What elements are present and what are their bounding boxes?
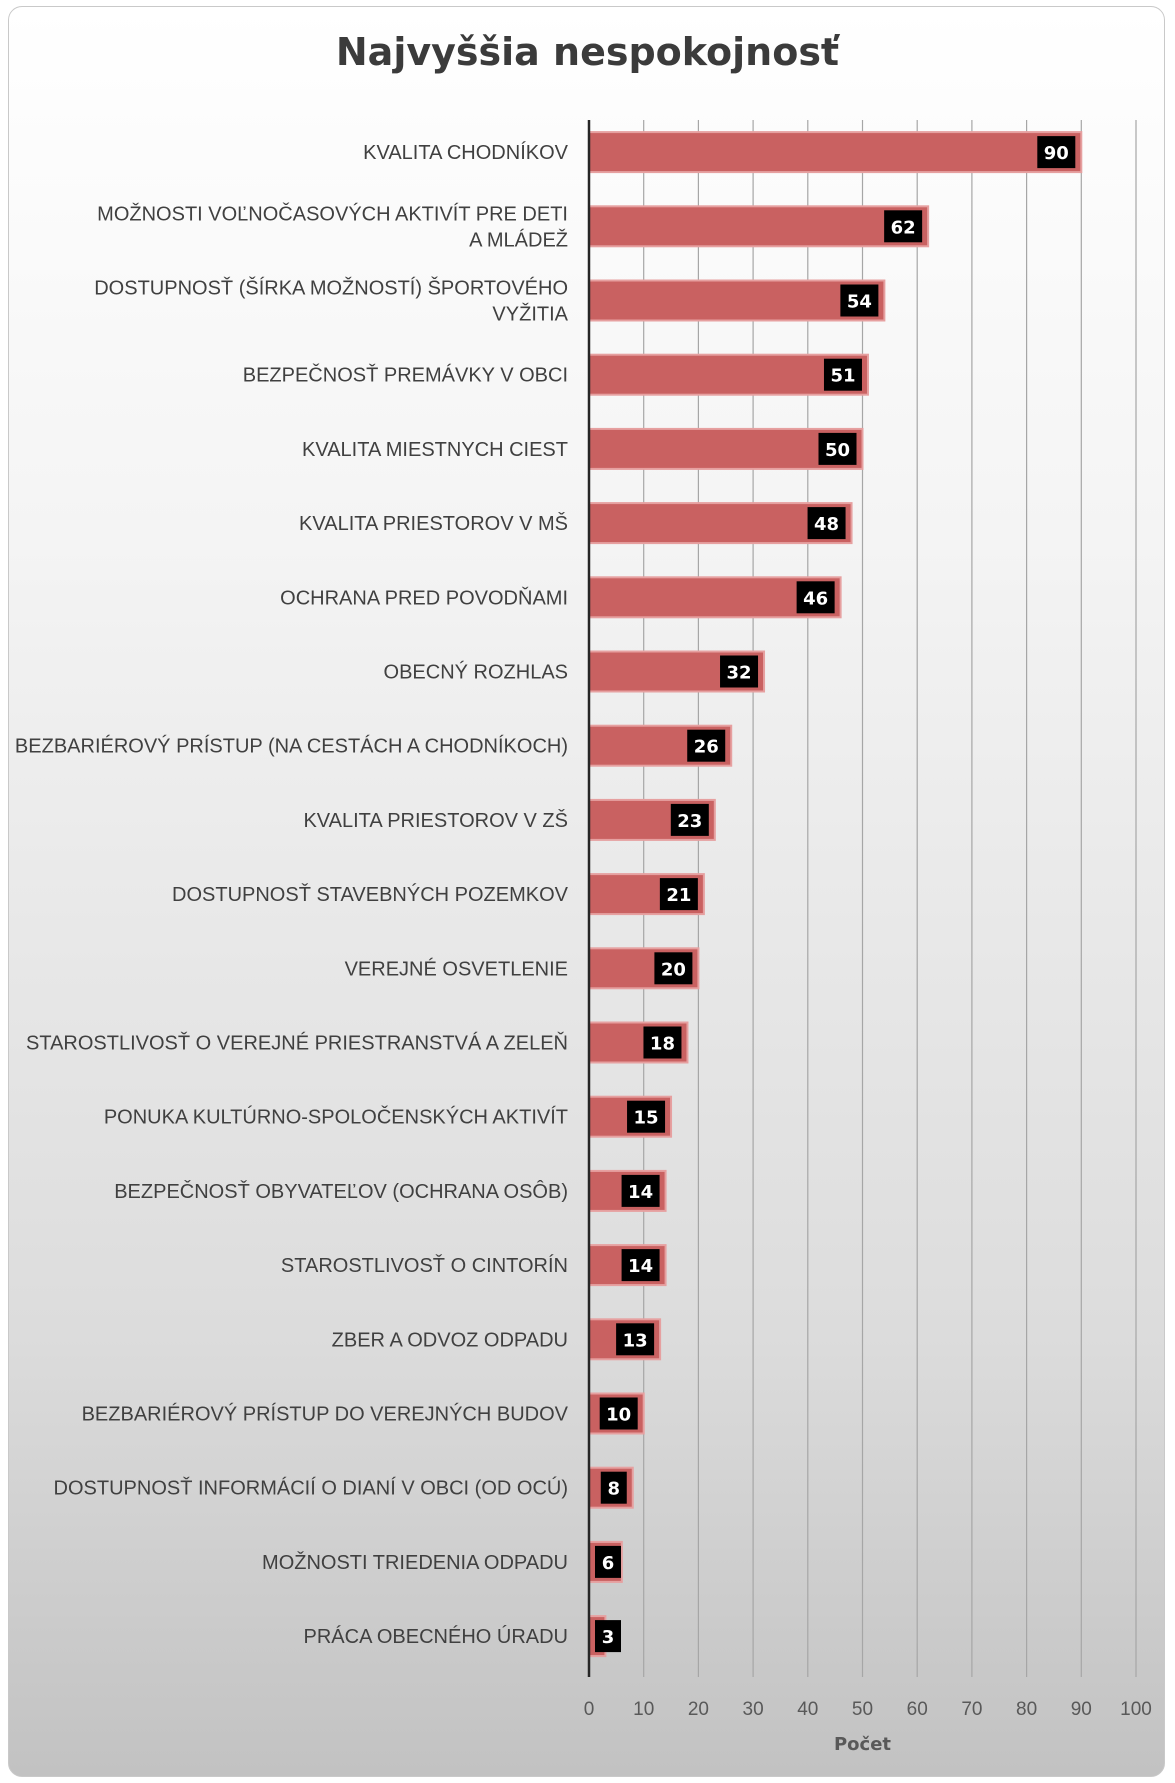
data-label: 20 <box>661 959 686 980</box>
data-label: 48 <box>814 514 839 535</box>
data-label-box <box>796 581 835 614</box>
data-label: 6 <box>602 1553 615 1574</box>
category-label: MOŽNOSTI VOĽNOČASOVÝCH AKTIVÍT PRE DETI <box>97 202 568 225</box>
data-label: 13 <box>623 1330 648 1351</box>
data-label: 8 <box>607 1479 620 1500</box>
category-label: STAROSTLIVOSŤ O VEREJNÉ PRIESTRANSTVÁ A … <box>26 1032 568 1055</box>
x-tick-label: 100 <box>1120 1699 1152 1720</box>
category-labels: KVALITA CHODNÍKOV MOŽNOSTI VOĽNOČASOVÝCH … <box>15 141 569 1648</box>
category-label: DOSTUPNOSŤ (ŠÍRKA MOŽNOSTÍ) ŠPORTOVÉHO <box>94 277 568 300</box>
data-label: 54 <box>847 292 872 313</box>
data-label: 21 <box>666 885 691 906</box>
data-label-box <box>616 1323 655 1356</box>
data-label: 14 <box>628 1182 653 1203</box>
data-label: 46 <box>803 588 828 609</box>
data-label-box <box>687 729 726 762</box>
data-label: 50 <box>825 440 850 461</box>
data-label-box <box>818 432 857 465</box>
bar <box>588 279 886 322</box>
data-label-box <box>600 1471 627 1504</box>
data-label-box <box>659 878 698 911</box>
category-label: KVALITA CHODNÍKOV <box>363 141 569 164</box>
data-label-box <box>599 1397 638 1430</box>
category-label: VYŽITIA <box>492 303 568 326</box>
category-label: OCHRANA PRED POVODŇAMI <box>280 586 568 609</box>
data-label: 14 <box>628 1256 653 1277</box>
chart-title: Najvyššia nespokojnosť <box>335 30 840 74</box>
data-label-box <box>884 210 923 243</box>
category-label: BEZBARIÉROVÝ PRÍSTUP (NA CESTÁCH A CHODN… <box>15 735 568 758</box>
data-label-box <box>595 1620 621 1653</box>
data-label: 51 <box>830 366 855 387</box>
x-axis-label: Počet <box>834 1734 891 1755</box>
data-label-box <box>627 1100 666 1133</box>
x-tick-label: 80 <box>1016 1699 1037 1720</box>
bars: 90 62 54 51 50 48 46 32 26 23 21 20 18 15 14 14 13 10 8 6 3 <box>588 131 1083 1658</box>
x-tick-label: 40 <box>797 1699 818 1720</box>
category-label: KVALITA PRIESTOROV V MŠ <box>299 512 568 535</box>
x-tick-label: 90 <box>1071 1699 1092 1720</box>
data-label: 26 <box>694 737 719 758</box>
category-label: OBECNÝ ROZHLAS <box>384 661 568 684</box>
category-label: VEREJNÉ OSVETLENIE <box>345 957 568 980</box>
x-tick-label: 50 <box>852 1699 873 1720</box>
x-tick-label: 30 <box>743 1699 764 1720</box>
category-label: PRÁCA OBECNÉHO ÚRADU <box>304 1625 569 1648</box>
gridlines <box>643 120 1137 1677</box>
data-label-box <box>621 1174 660 1207</box>
data-label-box <box>1037 136 1076 169</box>
category-label: BEZPEČNOSŤ OBYVATEĽOV (OCHRANA OSÔB) <box>114 1180 568 1203</box>
data-label-box <box>807 507 846 540</box>
x-tick-label: 10 <box>633 1699 654 1720</box>
bar <box>588 427 864 470</box>
bar <box>588 353 869 396</box>
x-tick-label: 60 <box>907 1699 928 1720</box>
bar <box>588 205 930 248</box>
data-label: 32 <box>727 663 752 684</box>
category-label: MOŽNOSTI TRIEDENIA ODPADU <box>262 1551 568 1574</box>
data-label-box <box>823 358 862 391</box>
category-label: DOSTUPNOSŤ INFORMÁCIÍ O DIANÍ V OBCI (OD… <box>54 1477 568 1500</box>
data-label: 62 <box>891 217 916 238</box>
data-label-box <box>720 655 759 688</box>
category-label: DOSTUPNOSŤ STAVEBNÝCH POZEMKOV <box>172 883 569 906</box>
x-tick-label: 20 <box>688 1699 709 1720</box>
data-label: 10 <box>606 1405 631 1426</box>
category-label: BEZPEČNOSŤ PREMÁVKY V OBCI <box>243 364 568 387</box>
x-tick-label: 0 <box>584 1699 595 1720</box>
category-label: A MLÁDEŽ <box>469 228 568 251</box>
x-tick-label: 70 <box>961 1699 982 1720</box>
category-label: KVALITA MIESTNYCH CIEST <box>302 439 568 461</box>
category-label: PONUKA KULTÚRNO-SPOLOČENSKÝCH AKTIVÍT <box>104 1106 568 1129</box>
x-tick-labels: 0 10 20 30 40 50 60 70 80 90 100 <box>584 1699 1152 1720</box>
data-label: 3 <box>602 1627 615 1648</box>
data-label-box <box>595 1545 621 1578</box>
data-label: 15 <box>634 1108 659 1129</box>
data-label-box <box>654 952 693 985</box>
data-label: 23 <box>677 811 702 832</box>
category-label: ZBER A ODVOZ ODPADU <box>332 1329 568 1351</box>
data-label: 18 <box>650 1034 675 1055</box>
category-label: STAROSTLIVOSŤ O CINTORÍN <box>281 1254 568 1277</box>
category-label: KVALITA PRIESTOROV V ZŠ <box>303 809 568 832</box>
data-label: 90 <box>1044 143 1069 164</box>
data-label-box <box>643 1026 682 1059</box>
data-label-box <box>840 284 879 317</box>
category-label: BEZBARIÉROVÝ PRÍSTUP DO VEREJNÝCH BUDOV <box>82 1403 569 1426</box>
bar <box>588 131 1083 174</box>
data-label-box <box>621 1249 660 1282</box>
data-label-box <box>670 803 709 836</box>
